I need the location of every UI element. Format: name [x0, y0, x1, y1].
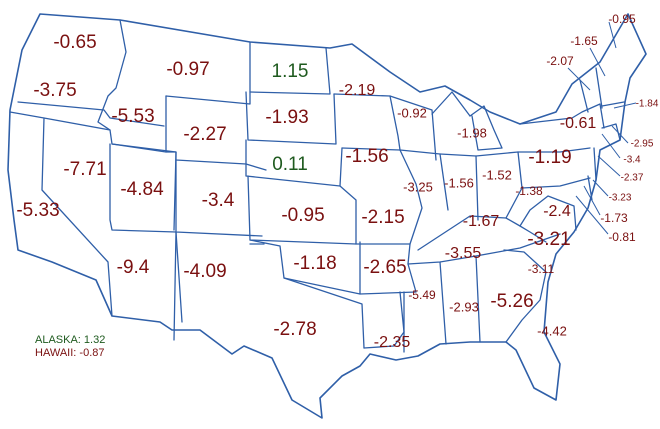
state-value-wa: -0.65 — [53, 32, 96, 53]
state-value-tx: -2.78 — [273, 319, 316, 340]
state-value-il: -3.25 — [403, 179, 433, 194]
state-value-ok: -1.18 — [293, 253, 336, 274]
state-value-ne: 0.11 — [272, 154, 308, 175]
state-value-md: -1.73 — [600, 211, 628, 225]
state-value-wi: -0.92 — [397, 105, 427, 120]
alaska-value: 1.32 — [83, 334, 106, 346]
state-value-dc: -0.81 — [608, 230, 636, 244]
label-leader-lines — [567, 21, 637, 235]
state-value-ma: -1.84 — [636, 99, 659, 110]
state-value-labels: -0.65 -3.75 -5.53 -0.97 1.15 -2.19 -1.93… — [16, 12, 658, 351]
state-value-me: -0.95 — [608, 12, 636, 26]
state-value-az: -9.4 — [117, 257, 150, 278]
hawaii-value: -0.87 — [79, 347, 105, 359]
state-value-la: -2.35 — [374, 334, 411, 351]
state-value-nh: -1.65 — [570, 34, 598, 48]
state-value-oh: -1.52 — [482, 167, 512, 182]
hawaii-label: HAWAII: — [35, 347, 77, 359]
state-value-sd: -1.93 — [265, 107, 308, 128]
state-value-mi: -1.98 — [457, 125, 487, 140]
map-outline — [7, 13, 647, 419]
state-value-ut: -4.84 — [120, 179, 164, 200]
state-value-nv: -7.71 — [63, 159, 106, 180]
state-value-ny: -0.61 — [560, 115, 597, 132]
state-value-de: -3.23 — [609, 193, 632, 204]
state-value-wy: -2.27 — [183, 124, 226, 145]
alaska-label: ALASKA: — [35, 334, 81, 346]
state-value-mo: -2.15 — [361, 207, 404, 228]
state-value-nc: -3.21 — [527, 229, 570, 250]
hawaii-note: HAWAII: -0.87 — [35, 347, 105, 359]
state-value-nm: -4.09 — [183, 261, 226, 282]
state-value-co: -3.4 — [202, 190, 235, 211]
state-value-ia: -1.56 — [345, 146, 388, 167]
state-value-mt: -0.97 — [166, 59, 209, 80]
state-value-tn: -3.55 — [445, 245, 482, 262]
state-value-nd: 1.15 — [272, 61, 309, 82]
state-value-fl: -4.42 — [537, 323, 567, 338]
state-value-ca: -5.33 — [16, 200, 59, 221]
state-value-ar: -2.65 — [363, 257, 406, 278]
state-value-va: -2.4 — [543, 203, 571, 220]
state-value-in: -1.56 — [444, 175, 474, 190]
state-value-ms: -5.49 — [408, 288, 436, 302]
state-value-nj: -2.37 — [621, 173, 644, 184]
alaska-note: ALASKA: 1.32 — [35, 334, 105, 346]
state-value-vt: -2.07 — [546, 54, 574, 68]
state-value-wv: -1.38 — [515, 184, 543, 198]
state-borders — [9, 19, 625, 353]
state-value-ga: -5.26 — [490, 291, 533, 312]
state-value-pa: -1.19 — [528, 147, 571, 168]
state-value-ky: -1.67 — [463, 213, 500, 230]
state-value-or: -3.75 — [33, 80, 76, 101]
state-value-al: -2.93 — [449, 299, 479, 314]
state-value-mn: -2.19 — [339, 82, 376, 99]
state-value-ct: -3.4 — [623, 155, 641, 166]
state-value-sc: -3.11 — [528, 262, 555, 276]
state-value-ri: -2.95 — [631, 139, 654, 150]
state-value-ks: -0.95 — [281, 205, 324, 226]
state-value-id: -5.53 — [111, 106, 154, 127]
